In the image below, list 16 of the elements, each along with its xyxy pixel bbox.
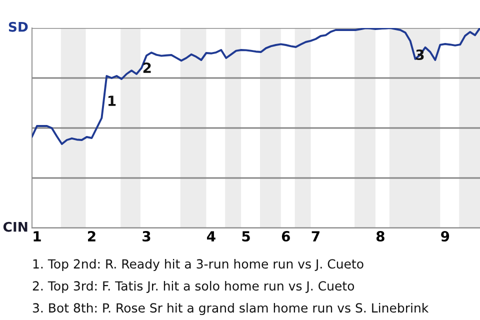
text: 3. Bot 8th: P. Rose Sr hit a grand slam home run vs S. Linebrink [32,302,429,316]
x-tick-label: 4 [206,231,216,242]
x-tick-label: 2 [88,231,96,242]
text: SD [8,22,28,32]
x-tick-label: 3 [142,231,150,242]
x-tick-label: 8 [376,231,384,242]
text: 1. Top 2nd: R. Ready hit a 3-run home run vs J. Cueto [33,258,364,272]
x-tick-label: 6 [282,231,290,242]
text: CIN [3,222,28,232]
x-tick-label: 5 [242,231,250,242]
text: 2. Top 3rd: F. Tatis Jr. hit a solo home run vs J. Cueto [32,280,354,294]
annotation: 1 [108,96,116,106]
x-tick-label: 7 [312,231,320,242]
x-tick-label: 1 [34,231,41,242]
x-tick-label: 9 [441,231,450,242]
annotation: 2 [143,62,151,73]
